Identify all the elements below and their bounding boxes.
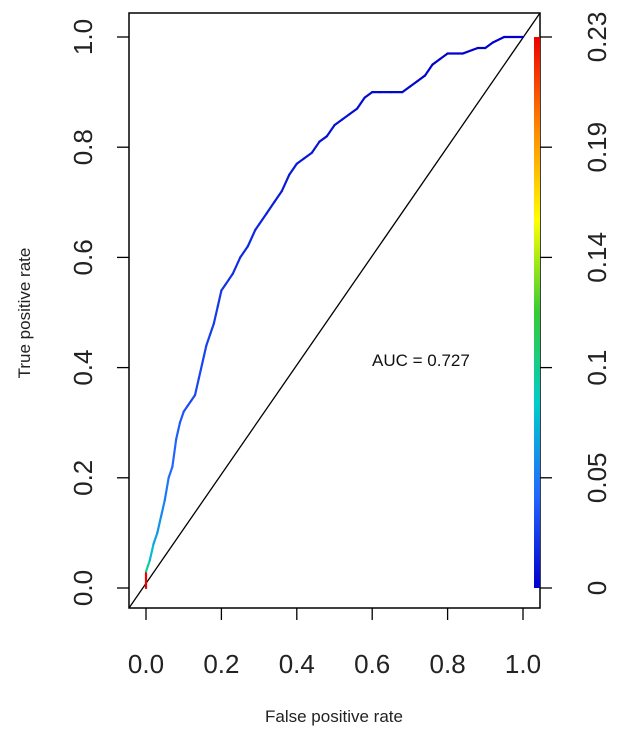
- roc-curve-segment: [175, 421, 182, 441]
- colorbar-axis: 0 0.05 0.1 0.14 0.19 0.23: [540, 12, 612, 595]
- roc-curve-segment: [159, 498, 166, 518]
- roc-curve-segment: [310, 140, 321, 154]
- colorbar-tick-label: 0.05: [582, 452, 612, 503]
- roc-curve-segment: [148, 542, 155, 562]
- roc-curve-segment: [438, 52, 449, 61]
- colorbar-tick-label: 0.14: [582, 232, 612, 283]
- y-tick-label: 0.2: [68, 460, 98, 496]
- roc-curve-segment: [193, 377, 200, 397]
- y-tick-label: 0.0: [68, 570, 98, 606]
- roc-curve-segment: [280, 173, 291, 193]
- x-axis-title: False positive rate: [265, 707, 403, 726]
- colorbar-tick-label: 0.19: [582, 122, 612, 173]
- roc-curve-segment: [239, 245, 249, 259]
- roc-curve-segment: [461, 46, 479, 55]
- roc-curve-segment: [325, 124, 336, 138]
- roc-curve-segment: [186, 399, 193, 408]
- roc-curve-segment: [171, 438, 178, 468]
- roc-curve-segment: [224, 278, 231, 287]
- roc-curve-segment: [333, 118, 344, 127]
- roc-curve-segment: [295, 157, 306, 165]
- roc-curve-segment: [363, 90, 374, 99]
- roc-curve-segment: [197, 360, 204, 380]
- roc-curve-segment: [144, 559, 151, 573]
- auc-annotation: AUC = 0.727: [372, 351, 470, 370]
- y-axis: 0.0 0.2 0.4 0.6 0.8 1.0: [68, 19, 129, 606]
- roc-curve-segment: [220, 283, 227, 292]
- colorbar: [534, 37, 540, 588]
- roc-curve-segment: [227, 272, 234, 281]
- roc-curve-segment: [356, 96, 366, 110]
- y-tick-label: 0.6: [68, 239, 98, 275]
- x-tick-label: 0.8: [430, 649, 466, 679]
- roc-curve-segment: [156, 515, 163, 535]
- roc-curve-segment: [205, 333, 212, 347]
- y-tick-label: 0.4: [68, 350, 98, 386]
- y-axis-title: True positive rate: [15, 248, 34, 379]
- chance-diagonal-line: [128, 12, 541, 609]
- roc-curve-segment: [303, 151, 313, 160]
- roc-curve-segment: [190, 394, 197, 402]
- roc-curve-segment: [408, 79, 419, 88]
- roc-curve-segment: [401, 85, 411, 94]
- roc-curve-segment: [163, 476, 170, 501]
- roc-curve-segment: [348, 107, 359, 116]
- roc-curve-segment: [265, 201, 276, 215]
- x-axis: 0.0 0.2 0.4 0.6 0.8 1.0: [128, 608, 541, 679]
- roc-curve-segment: [152, 531, 159, 546]
- x-tick-label: 0.0: [128, 649, 164, 679]
- roc-curve-segment: [416, 74, 427, 83]
- roc-curve-segment: [208, 322, 215, 336]
- x-tick-label: 0.6: [354, 649, 390, 679]
- roc-curve-segment: [273, 190, 283, 204]
- roc-curve-segment: [201, 344, 208, 364]
- roc-curve-segment: [423, 63, 434, 77]
- roc-curve-segment: [431, 57, 442, 66]
- roc-curve-segment: [340, 113, 351, 121]
- roc-curve-segment: [178, 410, 185, 424]
- y-tick-label: 0.8: [68, 129, 98, 165]
- roc-curve-segment: [258, 212, 268, 226]
- roc-curve-segment: [231, 256, 242, 276]
- roc-curve-segment: [484, 41, 494, 50]
- roc-curve-segment: [212, 305, 219, 325]
- roc-curve-segment: [254, 223, 261, 231]
- roc-curve-segment: [182, 405, 189, 413]
- roc-curve: [144, 35, 525, 590]
- colorbar-tick-label: 0.23: [582, 12, 612, 63]
- roc-curve-segment: [288, 162, 298, 176]
- roc-curve-segment: [318, 135, 329, 143]
- roc-curve-segment: [491, 35, 506, 44]
- colorbar-tick-label: 0: [582, 581, 612, 595]
- x-tick-label: 0.2: [203, 649, 239, 679]
- x-tick-label: 1.0: [505, 649, 541, 679]
- colorbar-tick-label: 0.1: [582, 350, 612, 386]
- x-tick-label: 0.4: [279, 649, 315, 679]
- roc-curve-segment: [216, 289, 223, 309]
- roc-curve-segment: [246, 228, 257, 248]
- roc-curve-segment: [167, 465, 174, 479]
- y-tick-label: 1.0: [68, 19, 98, 55]
